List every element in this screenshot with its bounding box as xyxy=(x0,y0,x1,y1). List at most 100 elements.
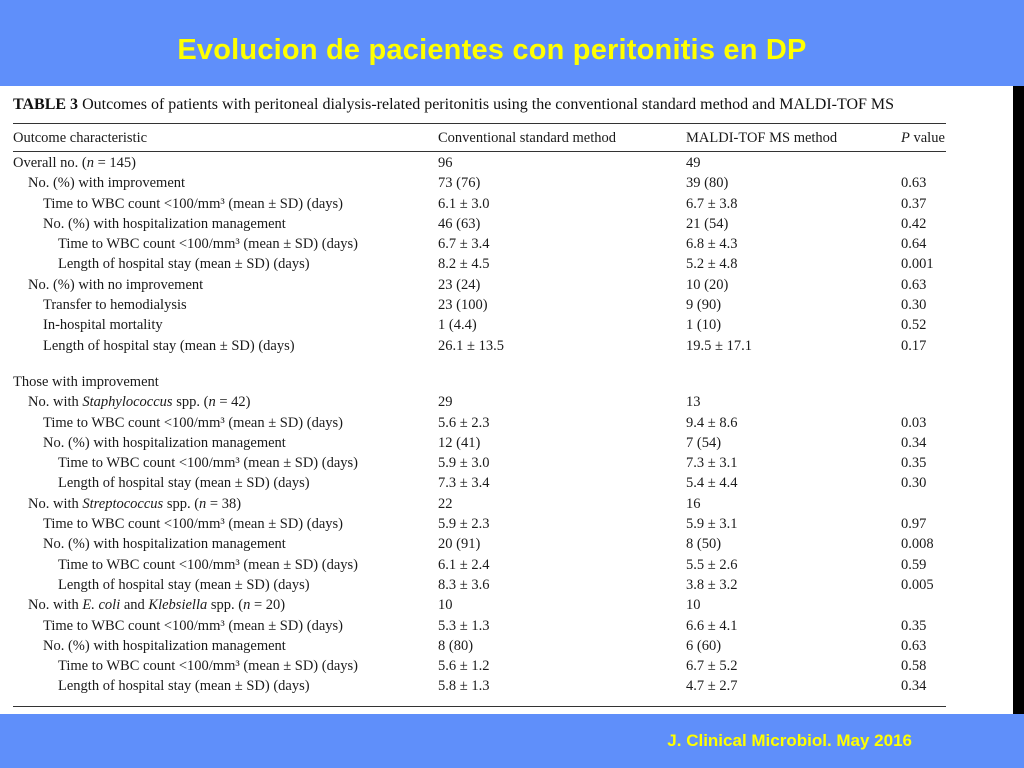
p-value: 0.34 xyxy=(901,434,927,451)
table-row: Overall no. (n = 145) 96 49 xyxy=(13,153,946,173)
p-value: 0.30 xyxy=(901,475,927,492)
conventional-value: 5.3 ± 1.3 xyxy=(438,617,490,634)
maldi-value: 4.7 ± 2.7 xyxy=(686,678,738,695)
table-row: Time to WBC count <100/mm³ (mean ± SD) (… xyxy=(13,194,946,214)
table-row: Those with improvement xyxy=(13,372,946,392)
table-row: No. (%) with hospitalization management 1… xyxy=(13,433,946,453)
conventional-value: 5.6 ± 2.3 xyxy=(438,414,490,431)
row-label: Time to WBC count <100/mm³ (mean ± SD) (… xyxy=(43,617,343,634)
row-label: Time to WBC count <100/mm³ (mean ± SD) (… xyxy=(43,414,343,431)
p-value: 0.63 xyxy=(901,276,927,293)
maldi-value: 8 (50) xyxy=(686,536,722,553)
table-header-rule xyxy=(13,151,946,152)
column-header-maldi: MALDI-TOF MS method xyxy=(686,130,838,146)
p-value: 0.30 xyxy=(901,297,927,314)
table-row: Length of hospital stay (mean ± SD) (day… xyxy=(13,676,946,696)
conventional-value: 6.1 ± 2.4 xyxy=(438,556,490,573)
row-label: Length of hospital stay (mean ± SD) (day… xyxy=(58,256,310,273)
p-value: 0.008 xyxy=(901,536,934,553)
maldi-value: 5.2 ± 4.8 xyxy=(686,256,738,273)
conventional-value: 46 (63) xyxy=(438,215,481,232)
table-row: No. (%) with hospitalization management 2… xyxy=(13,534,946,554)
p-value: 0.35 xyxy=(901,455,927,472)
column-header-conventional: Conventional standard method xyxy=(438,130,616,146)
p-value: 0.59 xyxy=(901,556,927,573)
table-row: In-hospital mortality 1 (4.4) 1 (10) 0.52 xyxy=(13,315,946,335)
row-label: No. (%) with hospitalization management xyxy=(43,536,286,553)
row-label: Time to WBC count <100/mm³ (mean ± SD) (… xyxy=(58,556,358,573)
maldi-value: 3.8 ± 3.2 xyxy=(686,576,738,593)
conventional-value: 8.2 ± 4.5 xyxy=(438,256,490,273)
row-label: Length of hospital stay (mean ± SD) (day… xyxy=(58,678,310,695)
maldi-value: 6 (60) xyxy=(686,637,722,654)
table-section-overall: Overall no. (n = 145) 96 49 No. (%) with im… xyxy=(13,153,946,356)
row-label: In-hospital mortality xyxy=(43,317,163,334)
maldi-value: 10 (20) xyxy=(686,276,729,293)
table-row: Time to WBC count <100/mm³ (mean ± SD) (… xyxy=(13,413,946,433)
conventional-value: 20 (91) xyxy=(438,536,481,553)
p-letter: P xyxy=(901,130,910,146)
row-label: No. with Streptococcus spp. (n = 38) xyxy=(28,495,242,512)
p-value: 0.03 xyxy=(901,414,927,431)
outcomes-table: Outcome characteristic Conventional stan… xyxy=(13,127,946,697)
row-label: No. with Staphylococcus spp. (n = 42) xyxy=(28,394,251,411)
panel-edge xyxy=(1013,86,1024,714)
conventional-value: 26.1 ± 13.5 xyxy=(438,337,504,354)
maldi-value: 5.4 ± 4.4 xyxy=(686,475,738,492)
table-header-row: Outcome characteristic Conventional stan… xyxy=(13,127,946,149)
conventional-value: 10 xyxy=(438,597,453,614)
row-label: No. (%) with hospitalization management xyxy=(43,637,286,654)
p-value: 0.35 xyxy=(901,617,927,634)
table-row: Length of hospital stay (mean ± SD) (day… xyxy=(13,473,946,493)
maldi-value: 6.8 ± 4.3 xyxy=(686,236,738,253)
maldi-value: 1 (10) xyxy=(686,317,722,334)
table-row: Time to WBC count <100/mm³ (mean ± SD) (… xyxy=(13,453,946,473)
row-label: Time to WBC count <100/mm³ (mean ± SD) (… xyxy=(43,195,343,212)
maldi-value: 6.7 ± 3.8 xyxy=(686,195,738,212)
table-row: No. with Streptococcus spp. (n = 38) 22 16 xyxy=(13,494,946,514)
table-caption-text: Outcomes of patients with peritoneal dia… xyxy=(82,96,895,113)
conventional-value: 29 xyxy=(438,394,453,411)
conventional-value: 23 (100) xyxy=(438,297,488,314)
row-label: Time to WBC count <100/mm³ (mean ± SD) (… xyxy=(43,516,343,533)
p-value: 0.52 xyxy=(901,317,927,334)
row-label: No. (%) with improvement xyxy=(28,175,186,192)
maldi-value: 9 (90) xyxy=(686,297,722,314)
conventional-value: 6.7 ± 3.4 xyxy=(438,236,490,253)
table-row: Length of hospital stay (mean ± SD) (day… xyxy=(13,254,946,274)
table-top-rule xyxy=(13,123,946,124)
column-header-outcome: Outcome characteristic xyxy=(13,130,148,146)
row-label: No. (%) with hospitalization management xyxy=(43,215,286,232)
maldi-value: 7.3 ± 3.1 xyxy=(686,455,738,472)
conventional-value: 8 (80) xyxy=(438,637,474,654)
table-row: Time to WBC count <100/mm³ (mean ± SD) (… xyxy=(13,555,946,575)
conventional-value: 5.8 ± 1.3 xyxy=(438,678,490,695)
row-label: Length of hospital stay (mean ± SD) (day… xyxy=(58,576,310,593)
citation-footer: J. Clinical Microbiol. May 2016 xyxy=(667,731,912,750)
p-value: 0.37 xyxy=(901,195,927,212)
p-value: 0.001 xyxy=(901,256,934,273)
conventional-value: 12 (41) xyxy=(438,434,481,451)
conventional-value: 7.3 ± 3.4 xyxy=(438,475,490,492)
table-row: No. with E. coli and Klebsiella spp. (n … xyxy=(13,595,946,615)
conventional-value: 1 (4.4) xyxy=(438,317,477,334)
row-label: Overall no. (n = 145) xyxy=(13,155,136,171)
section-spacer xyxy=(13,356,946,372)
row-label: Time to WBC count <100/mm³ (mean ± SD) (… xyxy=(58,658,358,675)
p-value: 0.34 xyxy=(901,678,927,695)
table-row: No. (%) with no improvement 23 (24) 10 (20… xyxy=(13,275,946,295)
slide-title: Evolucion de pacientes con peritonitis e… xyxy=(177,34,807,66)
conventional-value: 22 xyxy=(438,495,453,512)
maldi-value: 6.7 ± 5.2 xyxy=(686,658,738,675)
row-label: Length of hospital stay (mean ± SD) (day… xyxy=(58,475,310,492)
table-row: Time to WBC count <100/mm³ (mean ± SD) (… xyxy=(13,616,946,636)
table-row: No. (%) with hospitalization management 8… xyxy=(13,636,946,656)
conventional-value: 8.3 ± 3.6 xyxy=(438,576,490,593)
conventional-value: 5.9 ± 3.0 xyxy=(438,455,490,472)
table-bottom-rule xyxy=(13,706,946,707)
row-label: Transfer to hemodialysis xyxy=(43,297,187,314)
table-panel xyxy=(0,86,1013,714)
row-label: Those with improvement xyxy=(13,373,159,390)
row-label: No. (%) with hospitalization management xyxy=(43,434,286,451)
table-row: No. (%) with improvement 73 (76) 39 (80) 0.… xyxy=(13,173,946,193)
